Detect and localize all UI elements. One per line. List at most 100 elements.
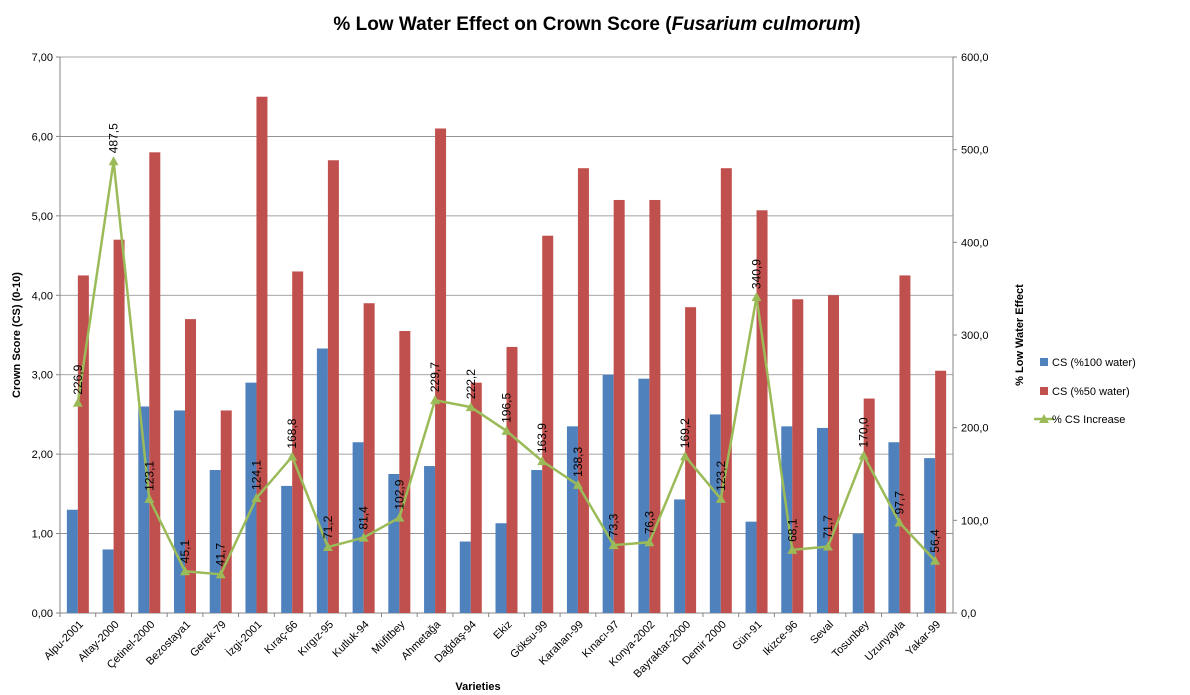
title-part: Fusarium culmorum — [672, 14, 855, 35]
bar — [399, 331, 411, 613]
bar — [613, 199, 625, 613]
line-marker — [680, 451, 691, 461]
legend-swatch — [1040, 387, 1048, 395]
y-tick-label: 2,00 — [32, 449, 53, 461]
line-marker — [715, 493, 726, 503]
bar — [566, 426, 578, 613]
line-marker — [894, 517, 905, 527]
bar — [756, 210, 768, 613]
bar — [459, 541, 471, 613]
bar — [685, 307, 697, 613]
legend-label: CS (%50 water) — [1052, 386, 1130, 398]
x-tick-label: Yakar-99 — [904, 619, 943, 658]
data-label: 340,9 — [750, 259, 764, 289]
bar — [506, 346, 518, 613]
data-label: 487,5 — [107, 123, 121, 153]
data-label: 123,1 — [142, 461, 156, 491]
y-axis-title: Crown Score (CS) (0-10) — [11, 272, 23, 398]
line-marker — [430, 395, 441, 405]
legend-marker — [1039, 414, 1049, 423]
x-tick-label: Kutluk-94 — [330, 619, 371, 660]
line-marker — [358, 532, 369, 542]
bar — [102, 549, 114, 613]
bar — [674, 499, 686, 613]
bar — [709, 414, 721, 613]
y2-axis-title: % Low Water Effect — [1014, 284, 1026, 386]
bar — [899, 275, 911, 613]
bar — [495, 523, 507, 613]
bar — [602, 374, 614, 613]
data-label: 73,3 — [607, 513, 621, 537]
bar — [827, 295, 839, 613]
bar — [209, 470, 221, 613]
y2-tick-label: 0,0 — [961, 608, 976, 620]
bar — [363, 303, 375, 613]
legend-label: CS (%100 water) — [1052, 357, 1136, 369]
bar — [888, 442, 900, 613]
x-tick-label: Gerek-79 — [188, 619, 229, 660]
title-part: ) — [854, 14, 860, 35]
legend-label: % CS Increase — [1052, 414, 1125, 426]
bar — [113, 239, 125, 613]
bar — [542, 235, 554, 613]
line-marker — [144, 493, 155, 503]
y-tick-label: 3,00 — [32, 370, 53, 382]
data-label: 71,7 — [821, 515, 835, 539]
bar — [649, 199, 661, 613]
line-marker — [858, 450, 869, 460]
bar — [77, 275, 89, 613]
y2-tick-label: 100,0 — [961, 515, 989, 527]
bar — [174, 410, 186, 613]
x-tick-label: Uzunyayla — [863, 618, 908, 663]
x-tick-label: Ikizce-96 — [761, 619, 801, 659]
line-marker — [501, 425, 512, 435]
data-label: 97,7 — [892, 491, 906, 515]
line-marker — [251, 493, 262, 503]
data-label: 124,1 — [249, 460, 263, 490]
data-label: 170,0 — [857, 417, 871, 447]
line-marker — [215, 569, 226, 579]
data-label: 226,9 — [71, 364, 85, 394]
line-marker — [822, 541, 833, 551]
x-tick-label: Kıraç-66 — [262, 619, 300, 657]
data-label: 41,7 — [214, 543, 228, 567]
bar — [316, 348, 328, 613]
bar — [245, 382, 257, 613]
data-label: 168,8 — [285, 418, 299, 448]
y2-tick-label: 200,0 — [961, 423, 989, 435]
y2-tick-label: 500,0 — [961, 145, 989, 157]
line-marker — [108, 156, 119, 166]
y-tick-label: 4,00 — [32, 290, 53, 302]
x-tick-label: İzgi-2001 — [223, 618, 264, 659]
bar — [720, 168, 732, 613]
x-tick-label: Seval — [808, 619, 836, 647]
bar — [66, 509, 78, 613]
bar — [924, 458, 936, 613]
bar — [792, 299, 804, 613]
title-part: % Low Water Effect on Crown Score ( — [333, 14, 672, 35]
data-label: 222,2 — [464, 369, 478, 399]
y2-tick-label: 400,0 — [961, 237, 989, 249]
data-label: 76,3 — [642, 511, 656, 535]
x-axis-title: Varieties — [455, 681, 500, 693]
data-label: 229,7 — [428, 362, 442, 392]
y-tick-label: 1,00 — [32, 529, 53, 541]
bar — [638, 378, 650, 613]
legend-swatch — [1040, 358, 1048, 366]
data-label: 68,1 — [785, 518, 799, 542]
line-marker — [394, 512, 405, 522]
line-marker — [180, 566, 191, 576]
x-tick-label: Kırgız-95 — [296, 619, 336, 659]
bar — [138, 406, 150, 613]
data-label: 163,9 — [535, 423, 549, 453]
line-marker — [465, 402, 476, 412]
bar — [256, 96, 268, 613]
chart-title: % Low Water Effect on Crown Score (Fusar… — [333, 14, 860, 35]
bar — [424, 466, 436, 613]
bar — [281, 485, 293, 613]
y-tick-label: 5,00 — [32, 211, 53, 223]
line-marker — [930, 555, 941, 565]
bar — [863, 398, 875, 613]
data-label: 123,2 — [714, 460, 728, 490]
